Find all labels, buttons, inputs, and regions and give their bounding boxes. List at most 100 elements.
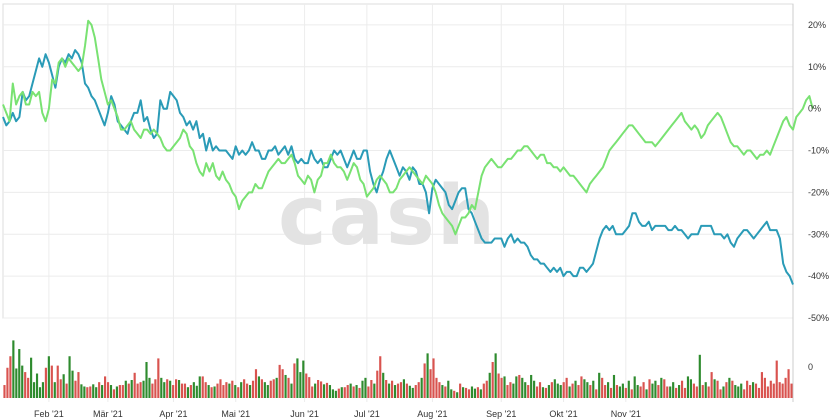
volume-bar <box>198 376 201 398</box>
volume-bar <box>370 380 373 398</box>
volume-bar <box>379 356 382 398</box>
volume-bar <box>651 383 654 398</box>
volume-bar <box>482 383 485 398</box>
volume-bar <box>213 386 216 398</box>
volume-bar <box>254 369 258 398</box>
volume-bar <box>328 385 332 398</box>
volume-bar <box>308 377 311 398</box>
volume-bar <box>41 382 45 398</box>
volume-bar <box>50 365 53 398</box>
volume-bar <box>453 390 456 398</box>
volume-bar <box>319 381 323 398</box>
volume-bar <box>266 385 269 398</box>
volume-bar <box>65 383 68 398</box>
x-tick-label: Mai '21 <box>221 409 250 419</box>
volume-bar <box>749 385 752 398</box>
volume-bar <box>222 385 225 398</box>
volume-bar <box>272 379 275 398</box>
x-tick-label: Mär '21 <box>93 409 123 419</box>
volume-bar <box>633 376 636 398</box>
volume-bar <box>219 379 222 398</box>
volume-bar <box>710 372 713 398</box>
volume-bar <box>361 380 364 398</box>
volume-bar <box>725 382 728 398</box>
price-lines <box>2 19 814 285</box>
volume-bar <box>757 387 761 398</box>
volume-bar <box>142 380 145 398</box>
volume-bar <box>713 379 716 398</box>
volume-bar <box>118 385 121 398</box>
volume-bar <box>420 377 423 398</box>
volume-bar <box>402 379 405 398</box>
volume-bar <box>396 383 400 398</box>
volume-bar <box>98 382 101 398</box>
volume-bar <box>169 380 172 398</box>
volume-bar <box>275 377 278 398</box>
volume-bar <box>27 377 30 398</box>
volume-bar <box>391 380 394 398</box>
volume-bar <box>352 386 355 398</box>
series-line-2 <box>2 19 814 236</box>
x-tick-label: Jun '21 <box>290 409 319 419</box>
volume-bar <box>311 386 314 398</box>
volume-bar <box>243 379 246 398</box>
volume-bar <box>160 377 163 398</box>
y-tick-label: -40% <box>808 271 829 281</box>
y-tick-label: -20% <box>808 187 829 197</box>
y-tick-label: -50% <box>808 313 829 323</box>
volume-bar <box>163 382 166 398</box>
volume-bar <box>373 383 376 398</box>
volume-bar <box>734 385 737 398</box>
volume-bar <box>246 383 249 398</box>
volume-bar <box>86 387 89 398</box>
volume-bar <box>92 384 95 398</box>
volume-bar <box>571 383 574 398</box>
volume-bar <box>44 367 47 398</box>
volume-bar <box>136 383 139 398</box>
volume-bar <box>130 380 133 398</box>
volume-bar <box>642 382 645 398</box>
volume-bar <box>30 357 33 398</box>
volume-bar <box>450 389 453 398</box>
volume-bar <box>533 380 536 398</box>
volume-bar <box>59 379 62 398</box>
volume-bar <box>464 387 468 398</box>
volume-bar <box>6 367 9 398</box>
volume-bar <box>314 383 317 398</box>
volume-bar <box>216 383 219 398</box>
volume-bar <box>195 385 198 398</box>
volume-bar <box>382 372 385 398</box>
volume-bar <box>154 379 157 398</box>
volume-bar <box>574 380 577 398</box>
volume-bar <box>447 380 450 398</box>
volume-bar <box>234 385 237 398</box>
volume-bar <box>367 386 370 398</box>
volume-bar <box>21 365 24 398</box>
volume-bar <box>559 385 562 398</box>
volume-bar <box>302 360 305 398</box>
volume-bar <box>624 387 627 398</box>
volume-bar <box>612 374 616 398</box>
volume-bar <box>515 376 518 398</box>
volume-bar <box>778 382 781 398</box>
volume-bar <box>518 374 521 398</box>
volume-bar <box>80 384 83 398</box>
volume-bar <box>355 385 358 398</box>
volume-bar <box>660 377 663 398</box>
volume-bar <box>322 384 326 398</box>
volume-bar <box>180 383 184 398</box>
volume-bar <box>408 385 411 398</box>
volume-bar <box>630 389 633 398</box>
volume-bar <box>399 382 403 398</box>
volume-bar <box>287 377 290 398</box>
volume-bar <box>385 380 388 398</box>
volume-bar <box>565 377 568 398</box>
volume-bar <box>678 385 681 398</box>
volume-bar <box>429 369 432 398</box>
x-tick-label: Okt '21 <box>549 409 577 419</box>
volume-bar <box>716 380 719 398</box>
volume-bar <box>521 377 524 398</box>
volume-bar <box>257 376 261 398</box>
volume-bar <box>589 385 592 398</box>
volume-bar <box>166 379 169 398</box>
